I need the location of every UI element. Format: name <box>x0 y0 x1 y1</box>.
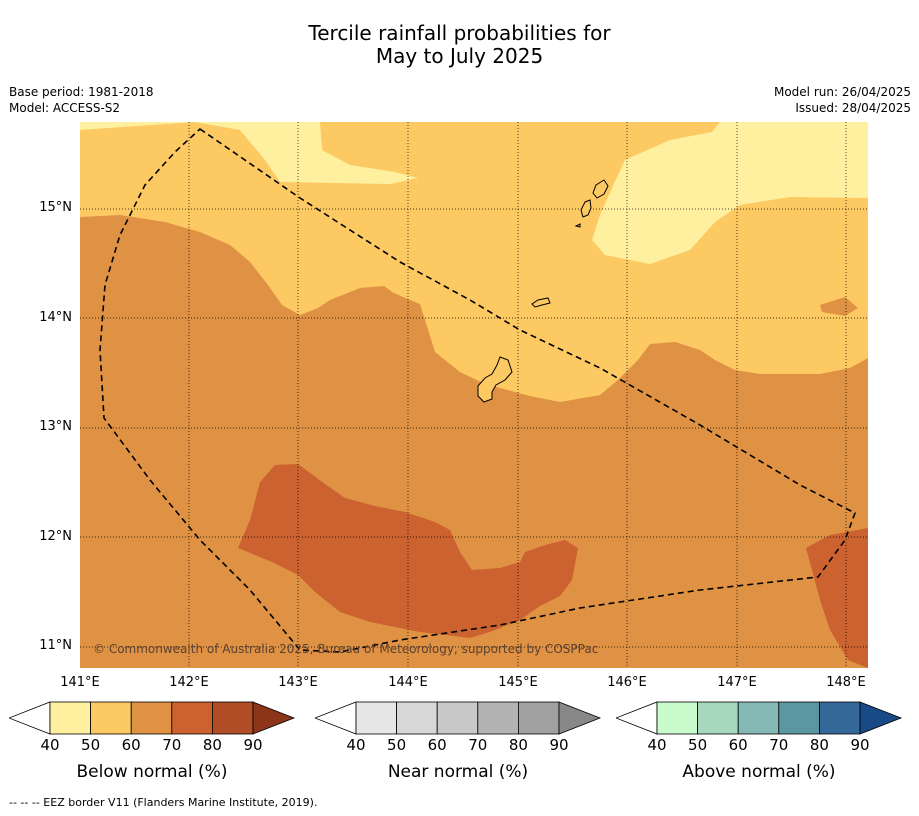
model-run: Model run: 26/04/2025 <box>773 85 911 99</box>
eez-border <box>99 127 856 653</box>
above-normal-tick-label: 90 <box>850 736 870 754</box>
near-normal-tick-label: 40 <box>346 736 366 754</box>
below-normal-colorbar-segment <box>49 701 91 735</box>
eez-footnote: -- -- -- EEZ border V11 (Flanders Marine… <box>9 796 318 809</box>
lon-label-146: 146°E <box>607 675 647 690</box>
below-normal-tick-label: 60 <box>121 736 141 754</box>
island-tinian <box>580 199 592 218</box>
title-line-1: Tercile rainfall probabilities for <box>308 21 611 45</box>
lon-label-144: 144°E <box>388 675 428 690</box>
above-normal-colorbar-label: Above normal (%) <box>682 762 836 782</box>
above-normal-colorbar-segment <box>818 701 861 735</box>
copyright-text: © Commonwealth of Australia 2025, Bureau… <box>93 642 598 656</box>
model-name: Model: ACCESS-S2 <box>9 101 121 115</box>
metadata-right: Model run: 26/04/2025 Issued: 28/04/2025 <box>774 84 911 116</box>
island-aguijan <box>574 223 581 228</box>
near-normal-colorbar-under-arrow <box>315 701 357 735</box>
above-normal-colorbar-over-arrow <box>859 701 903 735</box>
below-normal-tick-label: 80 <box>202 736 222 754</box>
metadata-left: Base period: 1981-2018 Model: ACCESS-S2 <box>9 84 154 116</box>
below-normal-colorbar-segment <box>171 701 213 735</box>
below-normal-colorbar-label: Below normal (%) <box>76 762 228 782</box>
near-normal-colorbar-segment <box>396 701 438 735</box>
islands <box>477 179 609 403</box>
above-normal-tick-label: 40 <box>647 736 667 754</box>
title-line-2: May to July 2025 <box>375 44 544 68</box>
above-normal-colorbar <box>616 701 903 735</box>
above-normal-tick-label: 80 <box>809 736 829 754</box>
below-normal-tick-label: 70 <box>162 736 182 754</box>
near-normal-colorbar-over-arrow <box>558 701 602 735</box>
island-guam <box>477 356 513 403</box>
lon-label-142: 142°E <box>169 675 209 690</box>
lon-label-147: 147°E <box>717 675 757 690</box>
region-below-40-north <box>80 122 418 184</box>
region-below-40-east <box>592 122 868 264</box>
lon-label-145: 145°E <box>498 675 538 690</box>
near-normal-tick-label: 90 <box>549 736 569 754</box>
below-normal-colorbar-over-arrow <box>252 701 296 735</box>
lon-label-143: 143°E <box>278 675 318 690</box>
lon-label-148: 148°E <box>826 675 866 690</box>
lat-label-12: 12°N <box>39 529 72 544</box>
above-normal-tick-label: 50 <box>688 736 708 754</box>
above-normal-colorbar-segment <box>697 701 739 735</box>
below-normal-colorbar-segment <box>90 701 132 735</box>
lat-label-15: 15°N <box>39 200 72 215</box>
near-normal-colorbar-segment <box>477 701 519 735</box>
below-normal-tick-label: 50 <box>81 736 101 754</box>
near-normal-colorbar-segment <box>517 701 560 735</box>
above-normal-tick-label: 60 <box>728 736 748 754</box>
base-period: Base period: 1981-2018 <box>9 85 154 99</box>
island-rota <box>531 297 551 308</box>
lat-label-14: 14°N <box>39 310 72 325</box>
near-normal-tick-label: 50 <box>387 736 407 754</box>
island-saipan <box>592 179 609 199</box>
lat-label-13: 13°N <box>39 419 72 434</box>
below-normal-colorbar-segment <box>130 701 173 735</box>
below-normal-colorbar <box>9 701 296 735</box>
near-normal-tick-label: 60 <box>427 736 447 754</box>
below-normal-tick-label: 40 <box>40 736 60 754</box>
below-normal-colorbar-under-arrow <box>9 701 51 735</box>
issued-date: Issued: 28/04/2025 <box>795 101 911 115</box>
near-normal-colorbar-segment <box>436 701 479 735</box>
region-below-70-east <box>806 528 868 668</box>
gridlines <box>80 122 868 668</box>
region-below-60-patch <box>820 297 858 316</box>
above-normal-colorbar-segment <box>778 701 820 735</box>
above-normal-tick-label: 70 <box>769 736 789 754</box>
near-normal-colorbar <box>315 701 602 735</box>
lon-label-141: 141°E <box>60 675 100 690</box>
above-normal-colorbar-segment <box>656 701 698 735</box>
below-normal-colorbar-segment <box>211 701 254 735</box>
near-normal-tick-label: 80 <box>508 736 528 754</box>
near-normal-colorbar-segment <box>355 701 397 735</box>
near-normal-colorbar-label: Near normal (%) <box>387 762 529 782</box>
above-normal-colorbar-segment <box>737 701 780 735</box>
page-title: Tercile rainfall probabilities for May t… <box>0 22 919 68</box>
lat-label-11: 11°N <box>39 638 72 653</box>
near-normal-tick-label: 70 <box>468 736 488 754</box>
above-normal-colorbar-under-arrow <box>616 701 658 735</box>
below-normal-tick-label: 90 <box>243 736 263 754</box>
